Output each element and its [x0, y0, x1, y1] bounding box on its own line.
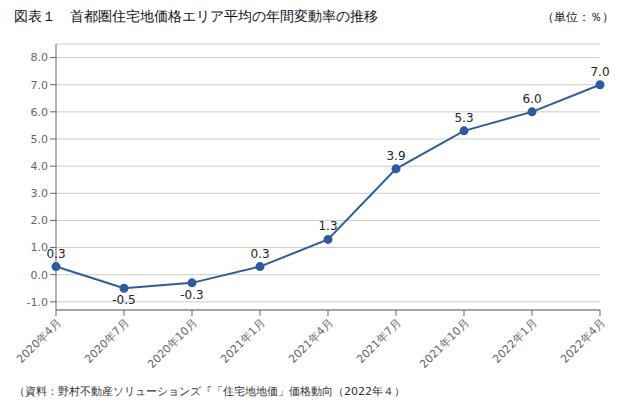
svg-text:-0.5: -0.5 [112, 293, 135, 307]
svg-text:4.0: 4.0 [31, 160, 49, 173]
svg-text:2020年4月: 2020年4月 [14, 316, 63, 365]
svg-text:2021年7月: 2021年7月 [354, 316, 403, 365]
svg-text:2022年4月: 2022年4月 [558, 316, 607, 365]
svg-text:3.9: 3.9 [386, 149, 405, 163]
svg-text:7.0: 7.0 [31, 79, 49, 92]
svg-text:5.3: 5.3 [454, 111, 473, 125]
svg-text:6.0: 6.0 [522, 92, 541, 106]
svg-text:2021年10月: 2021年10月 [417, 316, 471, 370]
svg-text:0.3: 0.3 [46, 247, 65, 261]
svg-text:1.0: 1.0 [31, 241, 49, 254]
svg-text:7.0: 7.0 [590, 65, 609, 79]
svg-text:5.0: 5.0 [31, 133, 49, 146]
html-text:（単位：％）: （単位：％） [542, 10, 614, 24]
html-text:図表１ 首都圏住宅地価格エリア平均の年間変動率の推移: 図表１ 首都圏住宅地価格エリア平均の年間変動率の推移 [14, 8, 378, 24]
svg-text:2020年7月: 2020年7月 [82, 316, 131, 365]
svg-text:0.3: 0.3 [250, 247, 269, 261]
svg-text:-0.3: -0.3 [180, 288, 203, 302]
svg-text:8.0: 8.0 [31, 51, 49, 64]
svg-text:3.0: 3.0 [31, 187, 49, 200]
svg-text:2021年4月: 2021年4月 [286, 316, 335, 365]
svg-text:1.3: 1.3 [318, 219, 337, 233]
svg-text:2021年1月: 2021年1月 [218, 316, 267, 365]
html-text:（資料：野村不動産ソリューションズ『「住宅地地価」価格動向（: （資料：野村不動産ソリューションズ『「住宅地地価」価格動向（2022年４） [14, 385, 405, 398]
svg-text:-1.0: -1.0 [27, 296, 48, 309]
svg-text:2020年10月: 2020年10月 [145, 316, 199, 370]
svg-text:2.0: 2.0 [31, 214, 49, 227]
svg-text:6.0: 6.0 [31, 106, 49, 119]
svg-text:2022年1月: 2022年1月 [490, 316, 539, 365]
svg-text:0.0: 0.0 [31, 269, 49, 282]
